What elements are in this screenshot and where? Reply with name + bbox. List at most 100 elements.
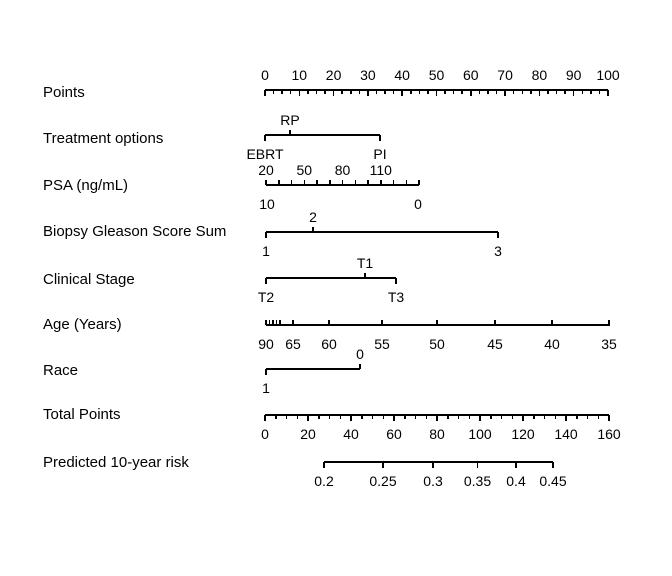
tick-label-age: 35	[601, 336, 617, 352]
tick-total-points	[565, 415, 567, 421]
tick-label-psa: 80	[334, 162, 351, 178]
tick-label-total-points: 20	[300, 426, 316, 442]
tick-label-risk: 0.4	[506, 473, 526, 489]
row-label-total-points: Total Points	[43, 406, 121, 423]
tick-total-points	[586, 415, 589, 419]
tick-points	[564, 90, 566, 94]
tick-points	[555, 90, 558, 94]
tick-points	[487, 90, 489, 94]
tick-label-total-points: 160	[597, 426, 621, 442]
tick-label-psa: 110	[369, 162, 392, 178]
tick-label-age: 55	[374, 336, 390, 352]
tick-label-total-points: 100	[468, 426, 492, 442]
tick-total-points	[361, 415, 363, 419]
tick-label-points: 0	[261, 67, 269, 83]
tick-points	[281, 90, 283, 94]
tick-label-gleason: 2	[309, 209, 317, 225]
tick-label-psa: 0	[414, 196, 422, 212]
tick-total-points	[468, 415, 470, 419]
row-label-age: Age (Years)	[43, 316, 122, 333]
tick-points	[478, 90, 481, 94]
axis-line-age	[266, 324, 610, 326]
tick-total-points	[608, 415, 610, 421]
tick-clinical-stage	[395, 278, 397, 284]
tick-total-points	[404, 415, 406, 419]
tick-points	[272, 90, 275, 94]
tick-total-points	[393, 415, 395, 421]
tick-label-risk: 0.3	[423, 473, 443, 489]
tick-gleason	[497, 232, 499, 238]
tick-risk	[552, 462, 554, 468]
tick-psa	[418, 179, 420, 185]
tick-total-points	[425, 415, 427, 419]
tick-risk	[476, 462, 479, 468]
row-label-gleason: Biopsy Gleason Score Sum	[43, 223, 227, 240]
tick-label-gleason: 3	[494, 243, 502, 259]
tick-points	[590, 90, 592, 94]
tick-label-points: 40	[394, 67, 410, 83]
tick-points	[315, 90, 318, 94]
tick-label-treatment: RP	[280, 112, 300, 128]
row-label-race: Race	[43, 362, 79, 379]
tick-total-points	[490, 415, 492, 419]
tick-total-points	[447, 415, 449, 419]
tick-total-points	[296, 415, 298, 419]
tick-label-points: 20	[325, 67, 342, 83]
tick-points	[358, 90, 361, 94]
tick-points	[538, 90, 541, 96]
tick-label-clinical-stage: T1	[356, 255, 374, 271]
tick-points	[530, 90, 532, 94]
tick-label-psa: 50	[296, 162, 313, 178]
tick-psa	[329, 179, 331, 185]
tick-total-points	[533, 415, 535, 419]
axis-line-gleason	[266, 231, 498, 233]
tick-label-treatment: PI	[373, 146, 387, 162]
tick-label-age: 60	[321, 336, 337, 352]
tick-label-risk: 0.25	[369, 473, 397, 489]
tick-points	[598, 90, 601, 94]
axis-line-race	[266, 368, 360, 370]
tick-age	[328, 319, 330, 325]
tick-age	[436, 319, 438, 325]
tick-psa	[303, 179, 306, 185]
tick-points	[470, 90, 472, 96]
tick-label-points: 100	[596, 67, 620, 83]
tick-total-points	[554, 415, 556, 419]
tick-label-total-points: 140	[554, 426, 578, 442]
tick-total-points	[328, 415, 331, 419]
tick-race	[359, 363, 361, 369]
tick-total-points	[436, 415, 438, 421]
tick-label-total-points: 0	[261, 426, 269, 442]
tick-total-points	[371, 415, 374, 419]
tick-total-points	[264, 415, 266, 421]
tick-label-points: 10	[291, 67, 308, 83]
tick-psa	[380, 179, 382, 185]
row-label-risk: Predicted 10-year risk	[43, 454, 189, 471]
tick-treatment	[289, 129, 291, 135]
tick-label-gleason: 1	[262, 243, 270, 259]
tick-label-points: 70	[497, 67, 513, 83]
tick-psa	[392, 179, 395, 185]
tick-total-points	[318, 415, 320, 419]
tick-psa	[316, 179, 318, 185]
tick-total-points	[511, 415, 513, 419]
tick-total-points	[543, 415, 546, 419]
tick-age	[272, 319, 274, 325]
row-label-clinical-stage: Clinical Stage	[43, 271, 135, 288]
tick-label-race: 0	[356, 346, 364, 362]
tick-total-points	[597, 415, 599, 419]
tick-points	[324, 90, 326, 94]
tick-clinical-stage	[364, 272, 366, 278]
tick-points	[452, 90, 455, 94]
tick-age	[265, 319, 267, 325]
tick-total-points	[307, 415, 309, 421]
tick-points	[341, 90, 343, 94]
tick-label-points: 90	[565, 67, 582, 83]
tick-points	[307, 90, 309, 94]
tick-total-points	[576, 415, 578, 419]
tick-points	[581, 90, 584, 94]
tick-label-clinical-stage: T3	[387, 289, 405, 305]
tick-label-points: 80	[531, 67, 548, 83]
tick-label-race: 1	[262, 380, 270, 396]
